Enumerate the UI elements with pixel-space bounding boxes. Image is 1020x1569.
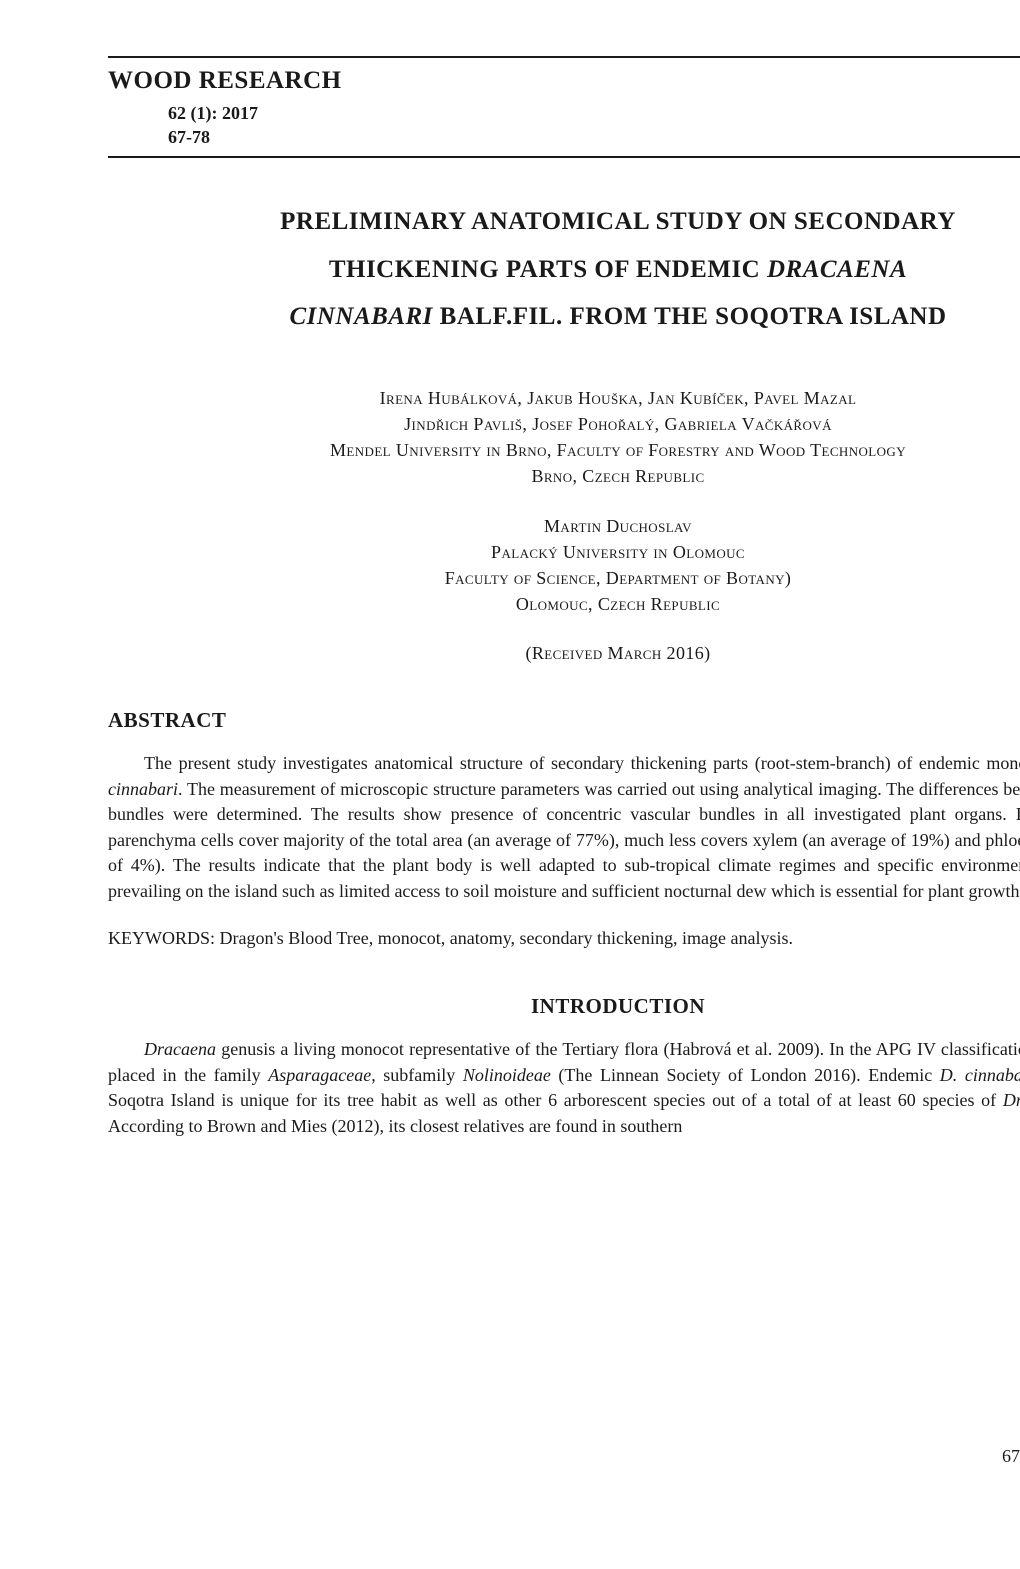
title-line-2-pre: THICKENING PARTS OF ENDEMIC: [329, 256, 767, 283]
title-line-3-post: BALF.FIL. FROM THE SOQOTRA ISLAND: [433, 303, 947, 330]
journal-issue: 62 (1): 2017: [168, 101, 1020, 126]
title-line-1: PRELIMINARY ANATOMICAL STUDY ON SECONDAR…: [280, 208, 956, 235]
keywords-line: KEYWORDS: Dragon's Blood Tree, monocot, …: [108, 926, 1020, 952]
authors2-l4: Olomouc, Czech Republic: [516, 594, 720, 614]
intro-ital-7: D. cinnabari: [940, 1065, 1020, 1085]
received-line: (Received March 2016): [108, 641, 1020, 666]
authors1-l3: Mendel University in Brno, Faculty of Fo…: [330, 440, 906, 460]
authors2-l2: Palacký University in Olomouc: [491, 542, 745, 562]
intro-ital-5: Nolinoideae: [463, 1065, 551, 1085]
authors1-l2: Jindřich Pavliš, Josef Pohořalý, Gabriel…: [404, 414, 832, 434]
abstract-body: The present study investigates anatomica…: [108, 751, 1020, 904]
paper-title: PRELIMINARY ANATOMICAL STUDY ON SECONDAR…: [118, 198, 1020, 341]
keywords-label: KEYWORDS:: [108, 928, 220, 948]
authors2-l3: Faculty of Science, Department of Botany…: [445, 568, 792, 588]
journal-header: WOOD RESEARCH 62 (1): 2017 67-78: [108, 56, 1020, 158]
journal-name: WOOD RESEARCH: [108, 64, 1020, 99]
title-line-2-ital: DRACAENA: [767, 256, 907, 283]
intro-t6: (The Linnean Society of London 2016). En…: [551, 1065, 940, 1085]
intro-ital-1: Dracaena: [144, 1039, 216, 1059]
keywords-text: Dragon's Blood Tree, monocot, anatomy, s…: [220, 928, 793, 948]
intro-ital-3: Asparagaceae: [268, 1065, 371, 1085]
intro-body: Dracaena genusis a living monocot repres…: [108, 1037, 1020, 1139]
authors1-l1: Irena Hubálková, Jakub Houška, Jan Kubíč…: [380, 388, 857, 408]
abstract-ital: Dracaena cinnabari: [108, 753, 1020, 799]
author-block-2: Martin Duchoslav Palacký University in O…: [108, 513, 1020, 617]
authors1-l4: Brno, Czech Republic: [531, 466, 704, 486]
title-line-3-ital: CINNABARI: [289, 303, 432, 330]
intro-t4: , subfamily: [371, 1065, 463, 1085]
intro-ital-9: Dracaena: [1003, 1090, 1020, 1110]
intro-heading: INTRODUCTION: [108, 992, 1020, 1021]
authors2-l1: Martin Duchoslav: [544, 516, 692, 536]
author-block-1: Irena Hubálková, Jakub Houška, Jan Kubíč…: [108, 385, 1020, 489]
journal-pages: 67-78: [168, 125, 1020, 150]
abstract-heading: ABSTRACT: [108, 706, 1020, 735]
